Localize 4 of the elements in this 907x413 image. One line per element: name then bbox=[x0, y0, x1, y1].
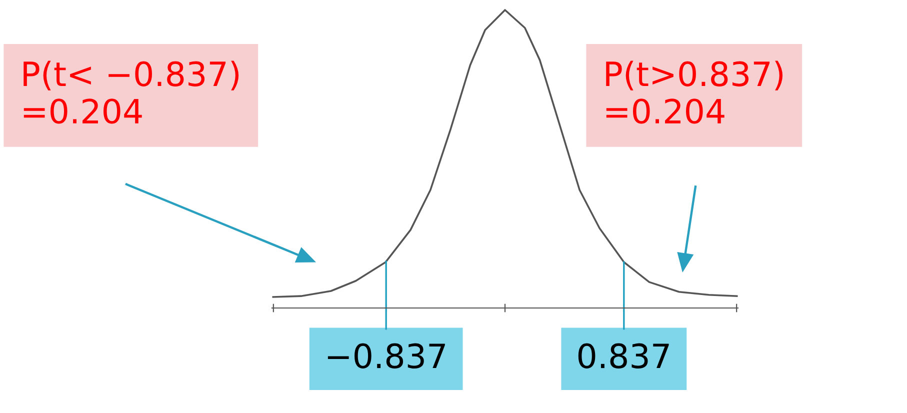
x-tick-label: −0.837 bbox=[328, 343, 445, 369]
x-tick-label: 0.837 bbox=[578, 343, 669, 369]
annotation: P(t>0.837) =0.204 bbox=[606, 60, 783, 124]
text: P(t< −0.837) =0.204 bbox=[24, 60, 239, 124]
